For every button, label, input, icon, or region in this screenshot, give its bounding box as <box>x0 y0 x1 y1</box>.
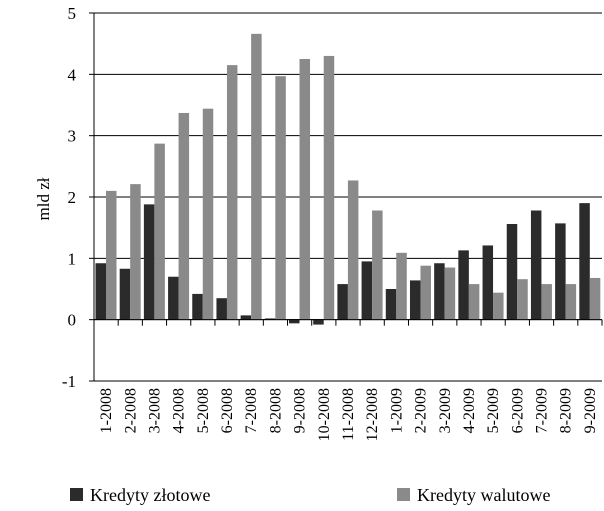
bar-walutowe <box>347 180 359 320</box>
bar-zlotowe <box>337 284 348 320</box>
bar-zlotowe <box>216 298 227 320</box>
bar-zlotowe <box>168 276 179 320</box>
x-tick-label: 9-2008 <box>292 388 309 433</box>
legend-label: Kredyty walutowe <box>417 485 550 505</box>
y-tick-label: 4 <box>68 65 77 84</box>
bar-walutowe <box>541 284 552 320</box>
x-tick-label: 5-2009 <box>485 388 502 433</box>
bar-walutowe <box>251 33 262 320</box>
x-tick-label: 2-2008 <box>122 388 139 433</box>
bar-walutowe <box>323 55 335 320</box>
x-tick-label: 4-2009 <box>461 388 478 433</box>
axes <box>89 12 603 382</box>
legend-label: Kredyty złotowe <box>90 485 210 505</box>
bar-zlotowe <box>482 245 494 320</box>
y-tick-label: 3 <box>68 127 77 146</box>
x-tick-label: 8-2008 <box>267 388 284 433</box>
bar-walutowe <box>106 190 117 320</box>
bar-zlotowe <box>555 223 566 320</box>
bar-walutowe <box>130 184 141 320</box>
x-tick-label: 7-2008 <box>243 388 260 433</box>
bar-zlotowe <box>313 319 324 325</box>
y-tick-label: 5 <box>68 4 77 23</box>
bar-zlotowe <box>361 261 373 320</box>
bar-zlotowe <box>385 289 397 320</box>
bar-zlotowe <box>409 280 421 320</box>
x-tick-labels: 1-2008 2-2008 3-2008 4-2008 5-2008 6-2008 7-20… <box>98 388 599 441</box>
bar-walutowe <box>299 59 311 320</box>
bar-zlotowe <box>95 263 106 320</box>
bars <box>95 33 601 325</box>
x-tick-label: 9-2009 <box>582 388 599 433</box>
bar-zlotowe <box>143 204 155 320</box>
bar-zlotowe <box>119 268 131 320</box>
bar-zlotowe <box>434 263 445 320</box>
bar-walutowe <box>468 284 480 320</box>
bar-walutowe <box>565 284 577 320</box>
bar-walutowe <box>154 143 165 320</box>
bar-walutowe <box>396 252 407 320</box>
bar-walutowe <box>444 267 456 320</box>
y-tick-label: 0 <box>68 311 77 330</box>
x-tick-label: 4-2008 <box>171 388 188 433</box>
x-tick-label: 1-2009 <box>388 388 405 433</box>
x-tick-label: 12-2008 <box>364 388 381 441</box>
x-tick-label: 6-2008 <box>219 388 236 433</box>
bar-walutowe <box>202 108 214 320</box>
bar-walutowe <box>372 210 383 320</box>
bar-walutowe <box>226 65 238 320</box>
bar-walutowe <box>275 76 286 320</box>
y-axis-label: mld zł <box>34 177 53 220</box>
x-tick-label: 3-2009 <box>437 388 454 433</box>
x-tick-label: 5-2008 <box>195 388 212 433</box>
y-tick-label: -1 <box>62 372 76 391</box>
legend-swatch <box>70 488 83 501</box>
x-tick-label: 10-2008 <box>316 388 333 441</box>
bar-walutowe <box>589 277 601 320</box>
bar-walutowe <box>178 112 190 320</box>
legend-swatch <box>397 488 410 501</box>
bar-walutowe <box>420 265 431 320</box>
x-tick-label: 3-2008 <box>146 388 163 433</box>
legend: Kredyty złotowe Kredyty walutowe <box>70 485 550 505</box>
bar-zlotowe <box>240 315 252 320</box>
bar-zlotowe <box>458 250 469 320</box>
y-tick-label: 1 <box>68 249 77 268</box>
x-tick-label: 1-2008 <box>98 388 115 433</box>
bar-walutowe <box>517 279 528 320</box>
x-tick-label: 2-2009 <box>413 388 430 433</box>
x-tick-label: 11-2008 <box>340 388 357 441</box>
bar-zlotowe <box>579 203 590 320</box>
x-tick-label: 8-2009 <box>558 388 575 433</box>
y-tick-labels: -1 0 1 2 3 4 5 <box>62 4 77 391</box>
x-tick-label: 6-2009 <box>509 388 526 433</box>
bar-zlotowe <box>192 293 203 320</box>
bar-zlotowe <box>264 318 276 320</box>
x-tick-label: 7-2009 <box>534 388 551 433</box>
bar-zlotowe <box>506 223 518 320</box>
bar-zlotowe <box>530 210 542 320</box>
bar-zlotowe <box>289 319 300 324</box>
bar-walutowe <box>493 292 504 320</box>
y-tick-label: 2 <box>68 188 77 207</box>
